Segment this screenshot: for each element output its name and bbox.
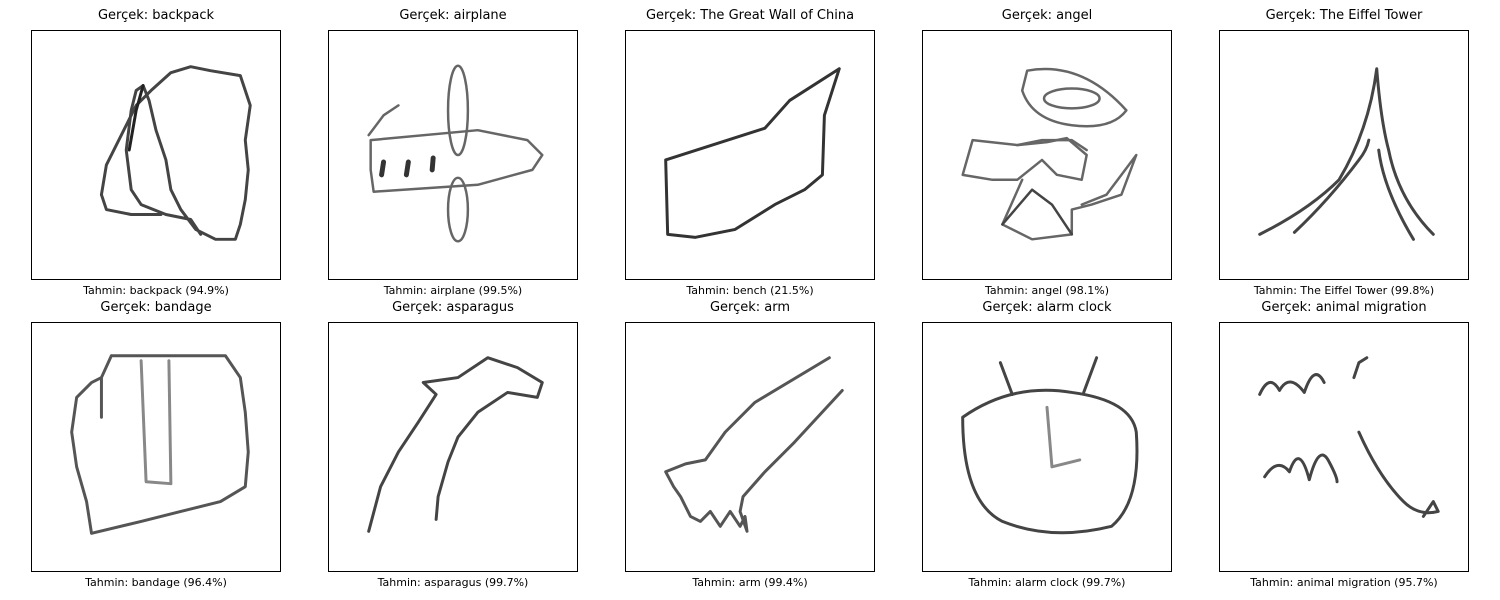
sketch-frame [31, 30, 281, 280]
sketch-frame [328, 30, 578, 280]
sketch-frame [1219, 30, 1469, 280]
sketch-frame [625, 30, 875, 280]
panel-title: Gerçek: The Eiffel Tower [1159, 8, 1500, 24]
airplane-sketch-icon [329, 31, 577, 279]
arm-sketch-icon [626, 323, 874, 571]
bandage-sketch-icon [32, 323, 280, 571]
sketch-frame [328, 322, 578, 572]
panel-title: Gerçek: animal migration [1159, 300, 1500, 316]
great-wall-sketch-icon [626, 31, 874, 279]
backpack-sketch-icon [32, 31, 280, 279]
sketch-frame [31, 322, 281, 572]
sketch-frame [1219, 322, 1469, 572]
asparagus-sketch-icon [329, 323, 577, 571]
panel-caption: Tahmin: animal migration (95.7%) [1159, 576, 1500, 590]
eiffel-tower-sketch-icon [1220, 31, 1468, 279]
animal-migration-sketch-icon [1220, 323, 1468, 571]
panel-caption: Tahmin: The Eiffel Tower (99.8%) [1159, 284, 1500, 298]
sketch-frame [922, 30, 1172, 280]
alarm-clock-sketch-icon [923, 323, 1171, 571]
angel-sketch-icon [923, 31, 1171, 279]
sketch-frame [625, 322, 875, 572]
sketch-frame [922, 322, 1172, 572]
